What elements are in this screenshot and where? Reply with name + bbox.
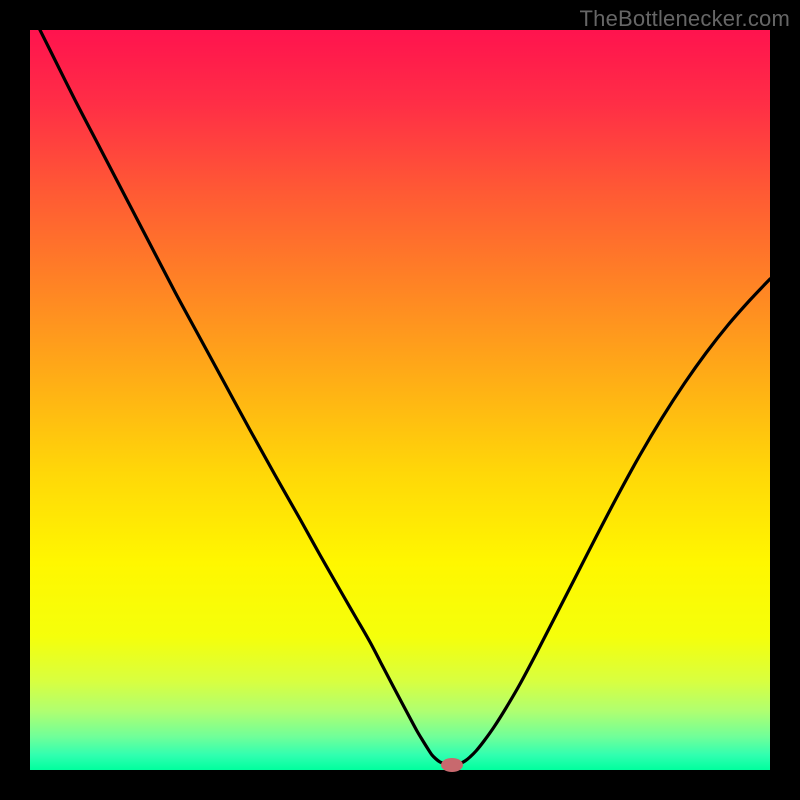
optimum-marker	[441, 758, 463, 772]
watermark-text: TheBottlenecker.com	[580, 6, 790, 32]
chart-container	[0, 0, 800, 800]
chart-plot-area	[30, 30, 770, 770]
bottleneck-chart	[0, 0, 800, 800]
